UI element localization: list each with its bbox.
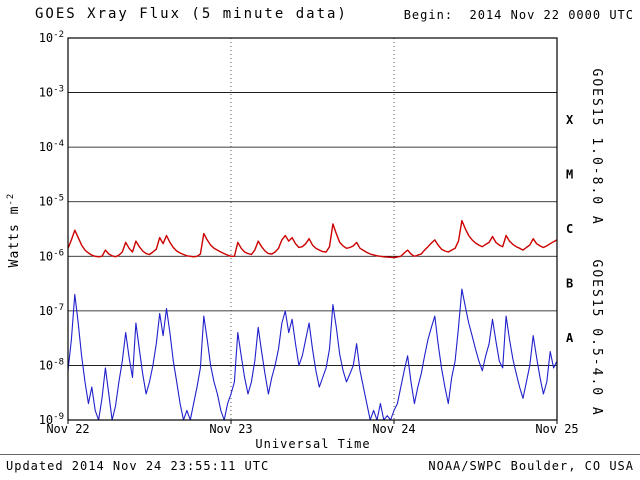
footer-divider xyxy=(0,454,640,455)
y-axis-label-exponent: -2 xyxy=(5,192,16,206)
chart-title: GOES Xray Flux (5 minute data) xyxy=(35,6,348,22)
x-tick-label: Nov 24 xyxy=(372,422,415,436)
y-axis-label: Watts m-2 xyxy=(6,193,22,268)
short-channel-axis-label: GOES15 0.5-4.0 A xyxy=(589,260,604,417)
flare-class-label: A xyxy=(566,331,574,345)
noaa-credit: NOAA/SWPC Boulder, CO USA xyxy=(428,459,634,473)
x-tick-label: Nov 22 xyxy=(46,422,89,436)
x-tick-label: Nov 25 xyxy=(535,422,578,436)
updated-timestamp: Updated 2014 Nov 24 23:55:11 UTC xyxy=(6,459,270,473)
y-tick-label: 10-8 xyxy=(39,357,64,372)
long-channel-axis-label: GOES15 1.0-8.0 A xyxy=(589,69,604,226)
x-tick-label: Nov 23 xyxy=(209,422,252,436)
y-tick-label: 10-9 xyxy=(39,412,64,427)
y-tick-label: 10-3 xyxy=(39,85,64,100)
flare-class-label: B xyxy=(566,277,573,291)
flare-class-label: M xyxy=(566,167,573,181)
y-tick-label: 10-7 xyxy=(39,303,64,318)
x-axis-label: Universal Time xyxy=(255,437,371,451)
flare-class-label: X xyxy=(566,113,574,127)
y-tick-label: 10-5 xyxy=(39,194,64,209)
begin-timestamp: Begin: 2014 Nov 22 0000 UTC xyxy=(403,8,634,22)
y-tick-label: 10-2 xyxy=(39,30,64,45)
y-tick-label: 10-4 xyxy=(39,139,64,154)
series-short-channel-line xyxy=(67,288,558,421)
flare-class-label: C xyxy=(566,222,573,236)
y-tick-label: 10-6 xyxy=(39,248,64,263)
plot-frame xyxy=(67,37,558,421)
series-long-channel-line xyxy=(67,219,558,259)
y-axis-label-base: Watts m xyxy=(7,205,23,268)
